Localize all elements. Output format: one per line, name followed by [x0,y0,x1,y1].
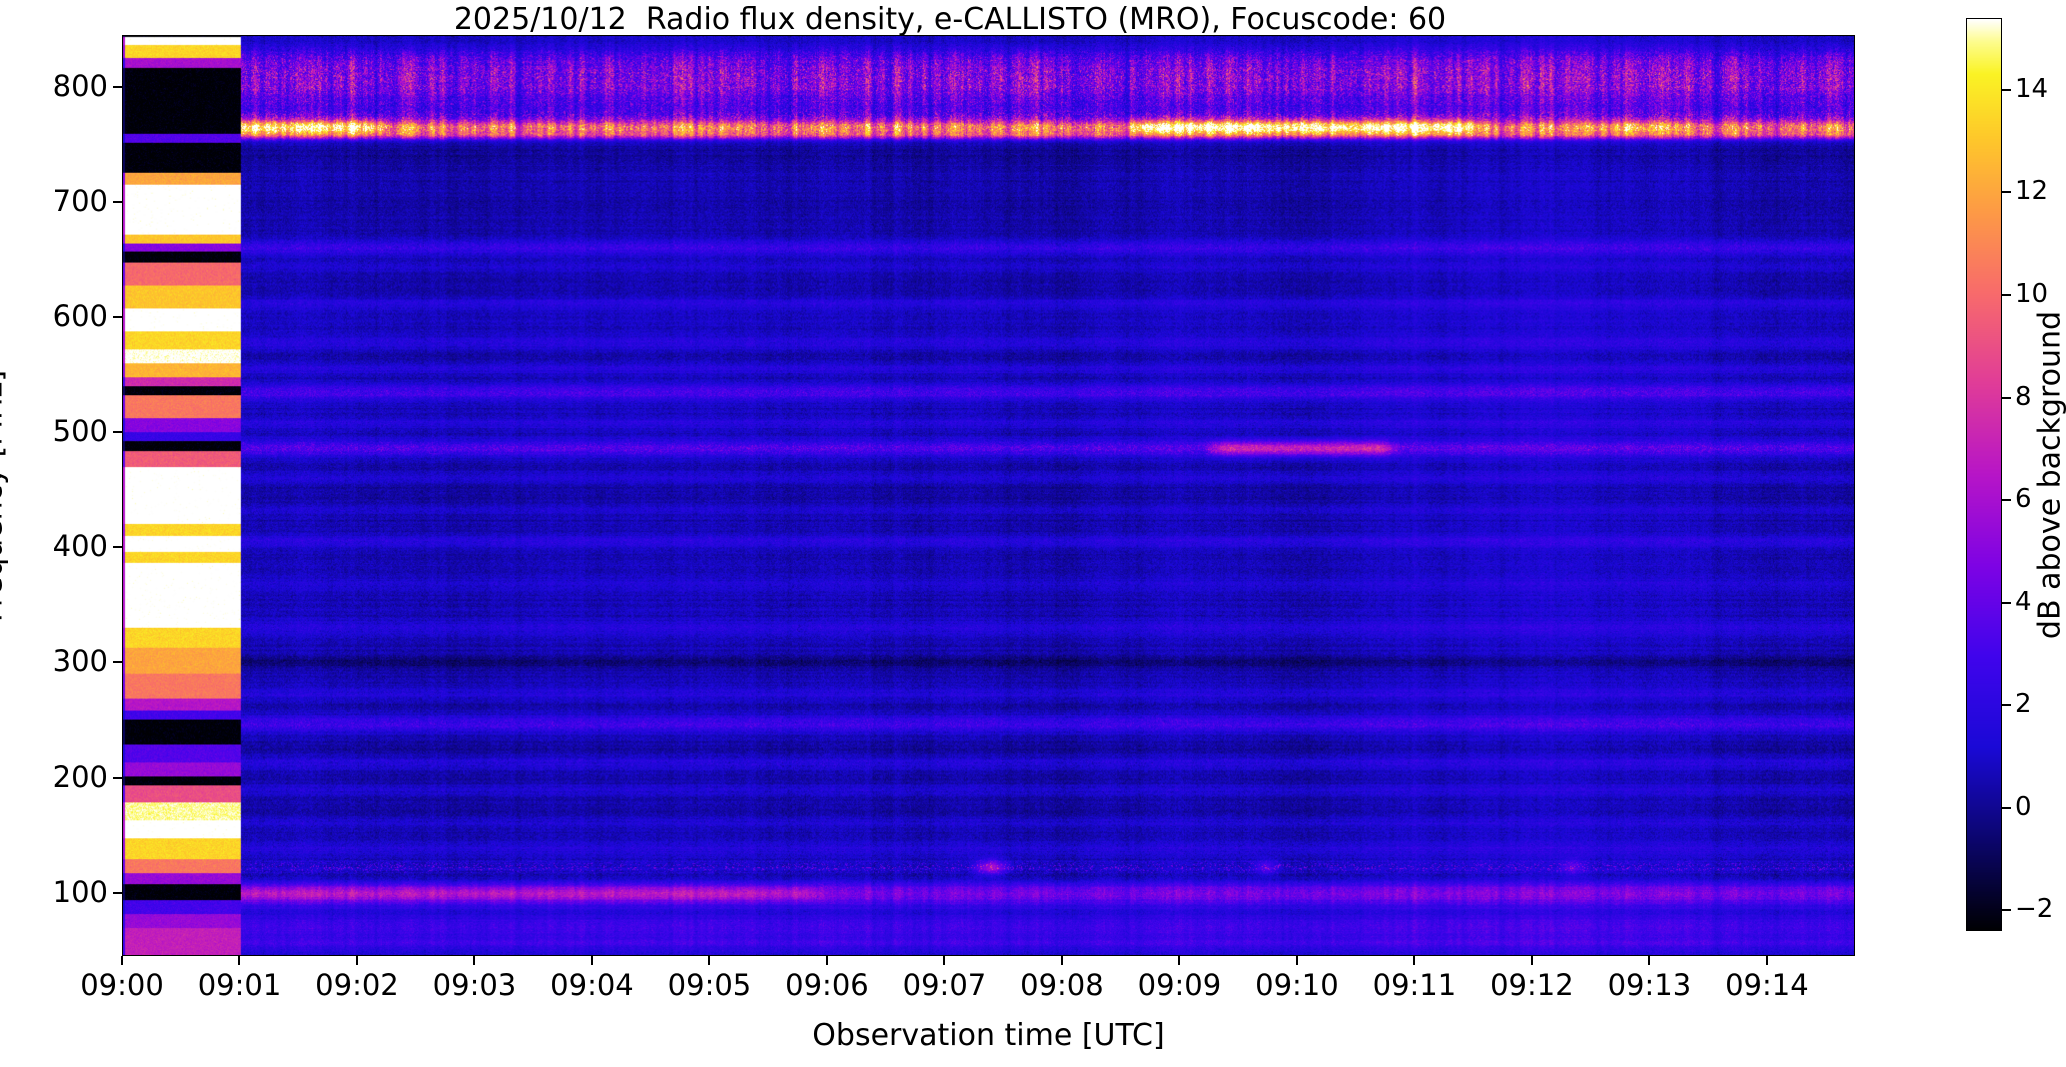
x-tick-mark [1648,956,1651,965]
x-tick-label: 09:09 [1137,968,1222,1002]
colorbar-tick-label: 2 [2015,689,2032,720]
colorbar-tick-label: 10 [2015,278,2049,309]
x-tick-mark [708,956,711,965]
colorbar-tick-label: 6 [2015,484,2032,515]
y-tick-mark [113,546,122,549]
y-tick-mark [113,776,122,779]
colorbar-tick-mark [2002,396,2011,399]
x-tick-label: 09:12 [1490,968,1574,1002]
x-tick-mark [1530,956,1533,965]
x-tick-label: 09:01 [197,968,282,1002]
x-tick-label: 09:07 [902,968,987,1002]
colorbar-tick-mark [2002,601,2011,604]
x-tick-label: 09:06 [785,968,869,1002]
y-tick-label: 800 [52,68,108,103]
colorbar-tick-mark [2002,806,2011,809]
x-tick-mark [1413,956,1416,965]
plot-area[interactable] [122,35,1855,956]
colorbar-tick-mark [2002,704,2011,707]
colorbar-tick-mark [2002,909,2011,912]
x-tick-mark [355,956,358,965]
x-tick-label: 09:13 [1607,968,1692,1002]
x-tick-label: 09:02 [315,968,399,1002]
colorbar-tick-mark [2002,293,2011,296]
x-tick-label: 09:11 [1372,968,1457,1002]
x-tick-layer: 09:00 09:01 09:02 09:03 09:04 09:05 09:06 09:07… [80,956,1855,1016]
y-tick-mark [113,85,122,88]
y-tick-mark [113,431,122,434]
y-tick-label: 600 [52,299,108,334]
y-tick-mark [113,661,122,664]
x-tick-label: 09:14 [1725,968,1809,1002]
y-tick-label: 700 [52,183,108,218]
x-tick-mark [238,956,241,965]
y-axis-label: Frequency [MHz] [0,369,10,622]
colorbar-tick-mark [2002,499,2011,502]
colorbar-tick-label: −2 [2015,894,2054,925]
y-tick-layer: 100 200 300 400 500 600 700 800 [0,35,122,956]
colorbar[interactable] [1966,18,2002,931]
colorbar-block: −2 0 2 4 6 8 10 12 14 dB above background [1966,18,2066,953]
spectrogram-heatmap[interactable] [123,36,1854,955]
colorbar-tick-label: 4 [2015,586,2032,617]
colorbar-tick-label: 0 [2015,791,2032,822]
colorbar-tick-label: 8 [2015,381,2032,412]
page-title: 2025/10/12 Radio flux density, e-CALLIST… [453,2,1447,37]
y-tick-label: 500 [52,414,108,449]
x-tick-label: 09:08 [1020,968,1104,1002]
y-tick-mark [113,316,122,319]
x-axis: 09:00 09:01 09:02 09:03 09:04 09:05 09:06 09:07… [80,956,1855,1016]
y-tick-mark [113,200,122,203]
colorbar-gradient [1967,19,2001,930]
x-tick-label: 09:03 [432,968,517,1002]
y-tick-label: 300 [52,644,108,679]
x-tick-mark [1178,956,1181,965]
y-axis: 100 200 300 400 500 600 700 800 Frequency [MHz] [0,35,122,956]
colorbar-label: dB above background [2032,310,2066,640]
colorbar-tick-mark [2002,191,2011,194]
x-tick-mark [1765,956,1768,965]
y-tick-label: 100 [52,874,108,909]
x-tick-mark [825,956,828,965]
x-tick-label: 09:05 [667,968,752,1002]
y-tick-label: 400 [52,529,108,564]
colorbar-tick-mark [2002,88,2011,91]
x-axis-label: Observation time [UTC] [812,1018,1165,1053]
x-tick-label: 09:04 [550,968,634,1002]
x-tick-mark [943,956,946,965]
x-tick-mark [590,956,593,965]
x-tick-label: 09:10 [1255,968,1339,1002]
colorbar-tick-label: 14 [2015,73,2049,104]
x-tick-mark [1060,956,1063,965]
x-tick-mark [1295,956,1298,965]
y-tick-mark [113,891,122,894]
x-tick-mark [473,956,476,965]
y-tick-label: 200 [52,759,108,794]
x-tick-label: 09:00 [80,968,164,1002]
colorbar-tick-label: 12 [2015,176,2049,207]
x-tick-mark [121,956,123,965]
